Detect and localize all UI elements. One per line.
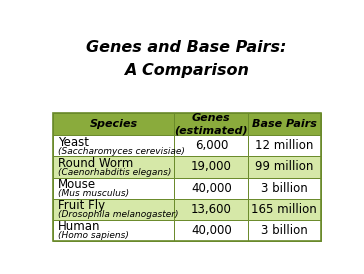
Text: 13,600: 13,600 [191,202,232,216]
Bar [174,220,248,241]
Bar [174,113,248,135]
Text: 3 billion: 3 billion [261,224,308,237]
Text: (Mus musculus): (Mus musculus) [58,189,129,198]
Text: (Caenorhabditis elegans): (Caenorhabditis elegans) [58,168,171,177]
Bar [174,156,248,178]
Text: Yeast: Yeast [58,136,88,149]
Bar [52,135,174,156]
Text: 12 million: 12 million [255,139,313,152]
Bar [248,220,321,241]
Bar [174,199,248,220]
Text: 99 million: 99 million [255,161,313,173]
Text: 165 million: 165 million [252,202,317,216]
Bar [174,135,248,156]
Text: (Saccharomyces cerevisiae): (Saccharomyces cerevisiae) [58,147,185,156]
Text: A Comparison: A Comparison [124,64,249,78]
Bar [52,156,174,178]
Text: 19,000: 19,000 [191,161,232,173]
Bar [52,178,174,199]
Text: Base Pairs: Base Pairs [252,119,317,129]
Text: 6,000: 6,000 [195,139,228,152]
Text: 3 billion: 3 billion [261,182,308,195]
Text: Genes
(estimated): Genes (estimated) [174,113,248,135]
Text: Species: Species [90,119,138,129]
Bar [248,156,321,178]
Bar [52,220,174,241]
Text: Genes and Base Pairs:: Genes and Base Pairs: [86,40,287,55]
Bar [248,113,321,135]
Bar [248,135,321,156]
Bar [52,199,174,220]
Text: Round Worm: Round Worm [58,157,133,170]
Text: Human: Human [58,220,100,233]
Text: 40,000: 40,000 [191,182,232,195]
Bar [52,113,321,241]
Text: (Homo sapiens): (Homo sapiens) [58,231,128,240]
Text: Mouse: Mouse [58,178,96,191]
Bar [248,199,321,220]
Text: (Drosophila melanogaster): (Drosophila melanogaster) [58,210,178,219]
Bar [174,178,248,199]
Text: Fruit Fly: Fruit Fly [58,199,105,212]
Bar [248,178,321,199]
Text: 40,000: 40,000 [191,224,232,237]
Bar [52,113,174,135]
